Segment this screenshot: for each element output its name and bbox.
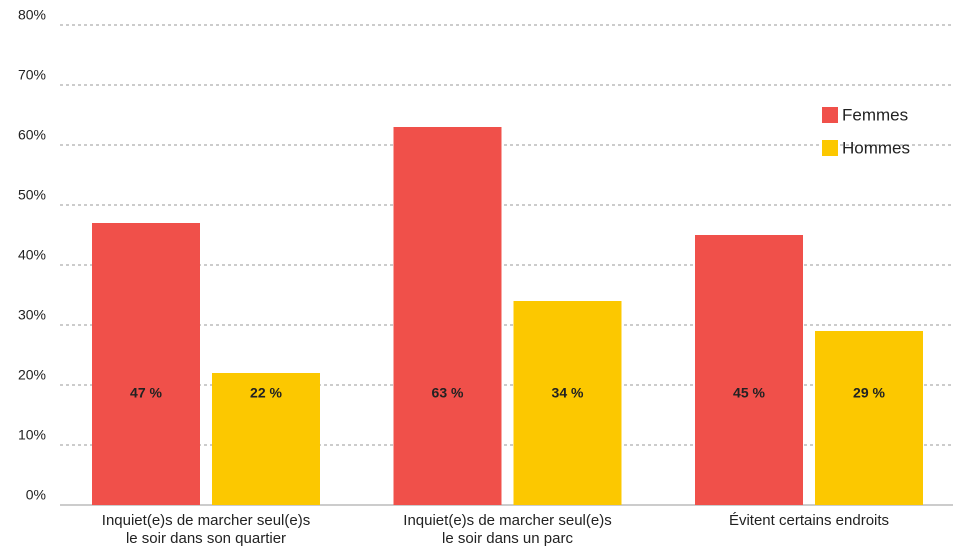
legend-label: Femmes (842, 105, 908, 124)
y-tick-label: 0% (26, 487, 46, 503)
bar (92, 223, 200, 505)
x-tick-label: Évitent certains endroits (728, 512, 890, 529)
value-label: 34 % (552, 385, 584, 401)
y-tick-label: 80% (18, 7, 46, 23)
y-tick-label: 10% (18, 427, 46, 443)
value-label: 22 % (250, 385, 282, 401)
x-tick-label: Inquiet(e)s de marcher seul(e)s le soir … (101, 512, 311, 547)
value-label: 47 % (130, 385, 162, 401)
y-tick-label: 20% (18, 367, 46, 383)
y-tick-label: 50% (18, 187, 46, 203)
value-label: 63 % (432, 385, 464, 401)
bar (393, 127, 502, 505)
bar (513, 301, 622, 505)
value-label: 45 % (733, 385, 765, 401)
bar (212, 373, 320, 505)
y-tick-label: 30% (18, 307, 46, 323)
y-tick-label: 60% (18, 127, 46, 143)
x-tick-label: Inquiet(e)s de marcher seul(e)s le soir … (403, 512, 612, 547)
y-tick-label: 40% (18, 247, 46, 263)
legend-swatch (822, 140, 838, 156)
y-tick-label: 70% (18, 67, 46, 83)
legend-swatch (822, 107, 838, 123)
bar (695, 235, 803, 505)
legend-label: Hommes (842, 138, 910, 157)
bar (815, 331, 923, 505)
value-label: 29 % (853, 385, 885, 401)
